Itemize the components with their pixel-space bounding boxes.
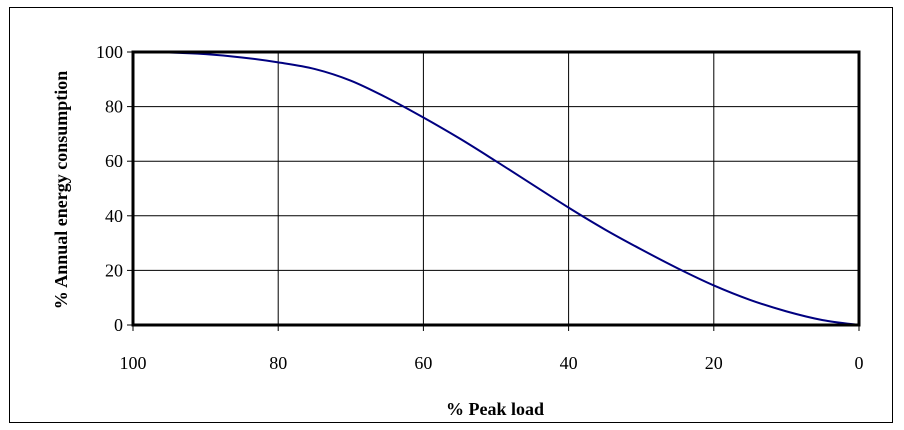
x-tick-label-40: 40 bbox=[560, 353, 578, 373]
y-axis-title: % Annual energy consumption bbox=[51, 71, 71, 310]
y-tick-label-20: 20 bbox=[105, 260, 123, 280]
y-tick-label-100: 100 bbox=[96, 42, 123, 62]
x-axis-title: % Peak load bbox=[446, 399, 544, 419]
plot-area-border bbox=[131, 50, 861, 327]
x-tick-label-60: 60 bbox=[414, 353, 432, 373]
y-tick-label-40: 40 bbox=[105, 206, 123, 226]
series-line bbox=[132, 51, 860, 326]
y-tick-label-0: 0 bbox=[114, 315, 123, 335]
chart-frame bbox=[9, 7, 893, 423]
x-tick-label-80: 80 bbox=[269, 353, 287, 373]
y-tick-label-60: 60 bbox=[105, 151, 123, 171]
x-tick-label-100: 100 bbox=[120, 353, 147, 373]
y-tick-label-80: 80 bbox=[105, 97, 123, 117]
x-tick-label-20: 20 bbox=[705, 353, 723, 373]
x-tick-label-0: 0 bbox=[855, 353, 864, 373]
